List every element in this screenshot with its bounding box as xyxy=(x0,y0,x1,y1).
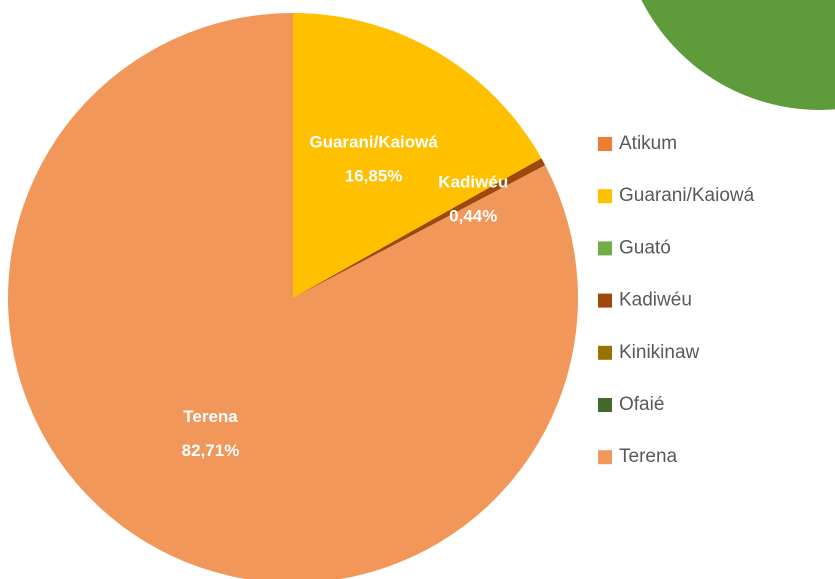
slice-label-name: Terena xyxy=(183,407,238,426)
legend-swatch xyxy=(598,137,612,151)
pie-slice xyxy=(293,158,546,298)
legend-label: Atikum xyxy=(619,133,677,154)
legend-label: Kadiwéu xyxy=(619,290,692,311)
slice-label-value: 0,44% xyxy=(449,206,497,225)
legend-label: Ofaié xyxy=(619,394,664,415)
legend-swatch xyxy=(598,189,612,204)
slice-label-name: Guarani/Kaiowá xyxy=(309,133,438,152)
legend-swatch xyxy=(598,345,612,360)
legend-label: Kinikinaw xyxy=(619,342,700,363)
slice-label-value: 16,85% xyxy=(345,167,403,186)
slice-label-value: 82,71% xyxy=(182,441,240,460)
legend-swatch xyxy=(598,398,612,412)
legend-swatch xyxy=(598,450,612,465)
slice-label-name: Kadiwéu xyxy=(438,172,508,191)
legend-label: Terena xyxy=(619,446,678,467)
pie-slice xyxy=(293,13,542,298)
pie-slice xyxy=(8,13,578,579)
legend-swatch xyxy=(598,293,612,308)
legend-swatch xyxy=(598,241,612,256)
legend-label: Guató xyxy=(619,237,671,258)
decor-circle xyxy=(641,0,835,110)
legend-label: Guarani/Kaiowá xyxy=(619,185,755,206)
